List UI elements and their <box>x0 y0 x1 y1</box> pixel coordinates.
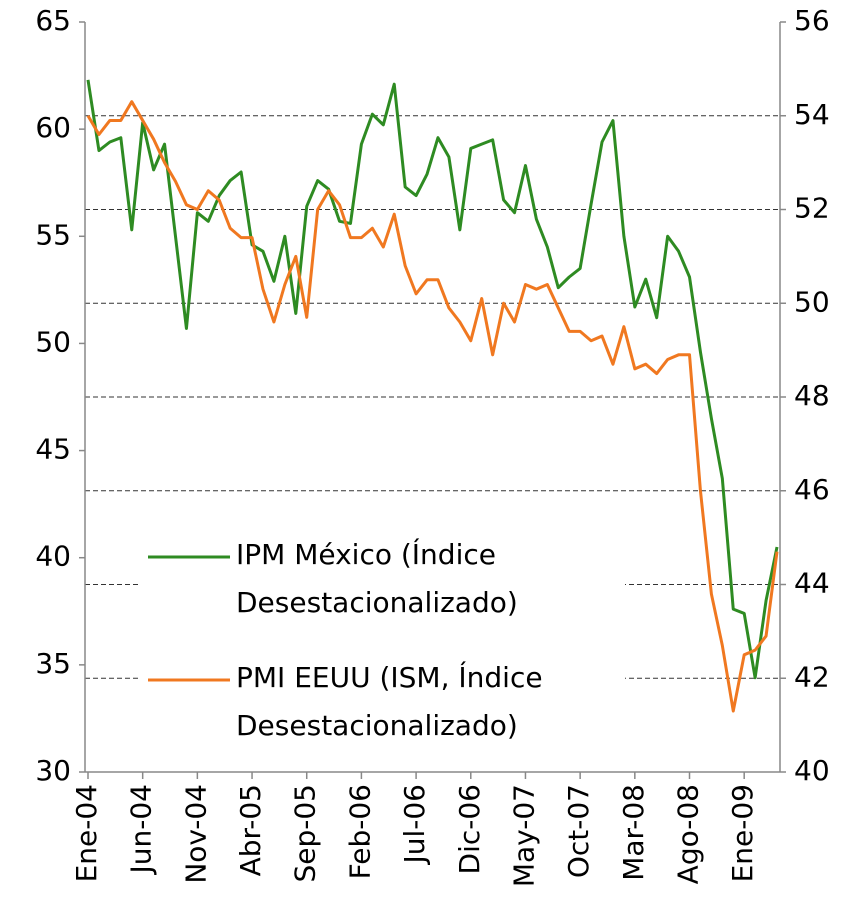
legend-entry: PMI EEUU (ISM, Índice Desestacionalizado… <box>236 661 543 742</box>
x-tick-label: Nov-04 <box>179 784 212 884</box>
x-tick-label: Ene-04 <box>70 784 103 882</box>
x-tick-label: Jul-06 <box>398 784 431 866</box>
y-tick-label: 50 <box>35 325 71 358</box>
legend-entry: IPM México (Índice Desestacionalizado) <box>236 538 518 619</box>
x-tick-label: May-07 <box>507 784 540 887</box>
x-tick-label: Sep-05 <box>289 784 322 883</box>
y-tick-label: 65 <box>35 4 71 37</box>
y2-tick-label: 50 <box>794 285 830 318</box>
y-tick-label: 60 <box>35 111 71 144</box>
x-tick-label: Feb-06 <box>343 784 376 879</box>
y2-tick-label: 46 <box>794 473 830 506</box>
y2-tick-label: 44 <box>794 567 830 600</box>
y2-tick-label: 52 <box>794 192 830 225</box>
legend-box <box>140 530 625 750</box>
lines <box>86 79 779 713</box>
y-tick-label: 55 <box>35 218 71 251</box>
y2-tick-label: 54 <box>794 98 830 131</box>
axes: 30 35 40 45 50 55 60 65 40 42 44 46 48 50 52 54 56 Ene-04… <box>35 4 829 887</box>
x-tick-label: Dic-06 <box>453 784 486 874</box>
x-tick-label: Ago-08 <box>672 784 705 884</box>
y2-tick-label: 40 <box>794 754 830 787</box>
x-tick-label: Ene-09 <box>726 784 759 882</box>
legend-label: IPM México (Índice Desestacionalizado) <box>236 538 518 619</box>
x-tick-label: Oct-07 <box>562 784 595 878</box>
y-tick-label: 30 <box>35 754 71 787</box>
y-tick-label: 35 <box>35 647 71 680</box>
y2-tick-label: 56 <box>794 4 830 37</box>
y2-tick-label: 42 <box>794 660 830 693</box>
series-line <box>86 79 779 680</box>
legend-label: PMI EEUU (ISM, Índice Desestacionalizado… <box>236 661 543 742</box>
x-tick-label: Mar-08 <box>617 784 650 881</box>
y2-tick-label: 48 <box>794 379 830 412</box>
series-line <box>86 100 779 713</box>
x-tick-label: Abr-05 <box>234 784 267 876</box>
y-tick-label: 40 <box>35 540 71 573</box>
y-tick-label: 45 <box>35 433 71 466</box>
x-tick-label: Jun-04 <box>125 784 158 875</box>
